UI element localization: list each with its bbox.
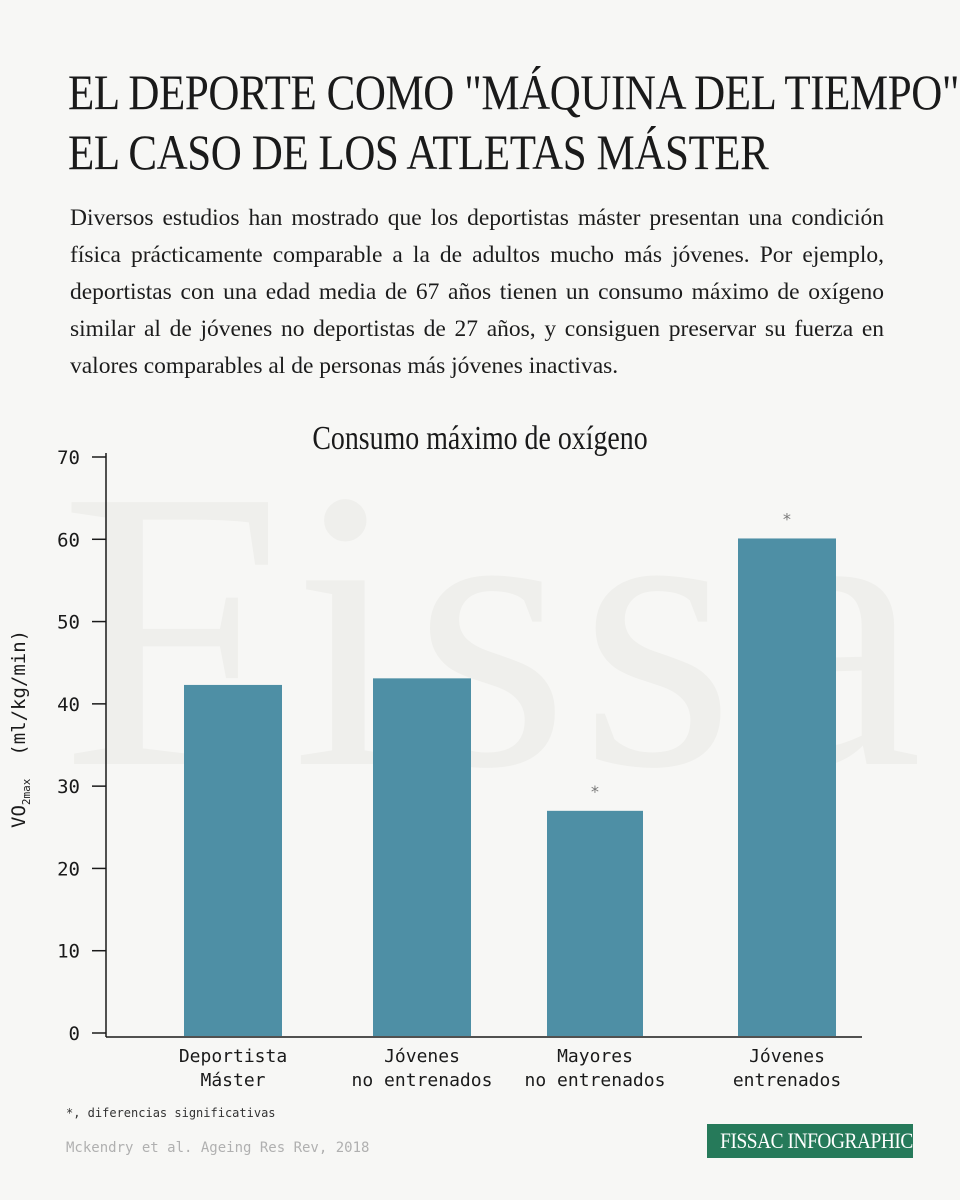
x-category-label: entrenados xyxy=(733,1070,841,1091)
y-tick-label: 30 xyxy=(57,776,80,798)
intro-paragraph: Diversos estudios han mostrado que los d… xyxy=(70,205,884,379)
brand-label: FISSAC INFOGRAPHIC xyxy=(720,1128,913,1153)
bar-chart: 0 10 20 30 40 50 60 70 Deportista Máster Jóvenes no… xyxy=(57,447,862,1091)
x-category-label: no entrenados xyxy=(525,1070,666,1091)
x-category-label: Jóvenes xyxy=(749,1046,825,1067)
bar xyxy=(184,684,282,1036)
y-tick-label: 20 xyxy=(57,858,80,880)
chart-title: Consumo máximo de oxígeno xyxy=(312,420,648,457)
page-title: EL DEPORTE COMO "MÁQUINA DEL TIEMPO": EL… xyxy=(68,62,960,182)
title-line-2: EL CASO DE LOS ATLETAS MÁSTER xyxy=(68,124,769,180)
y-tick-label: 60 xyxy=(57,529,80,551)
footnote: *, diferencias significativas xyxy=(66,1106,276,1120)
significance-marker: * xyxy=(590,782,600,801)
significance-marker: * xyxy=(782,509,792,528)
x-category-label: no entrenados xyxy=(352,1070,493,1091)
y-tick-label: 70 xyxy=(57,447,80,469)
title-line-1: EL DEPORTE COMO "MÁQUINA DEL TIEMPO": xyxy=(68,64,960,120)
bar xyxy=(547,810,643,1036)
x-category-label: Mayores xyxy=(557,1046,633,1067)
y-tick-label: 0 xyxy=(69,1023,80,1045)
source-citation: Mckendry et al. Ageing Res Rev, 2018 xyxy=(66,1140,370,1156)
x-category-label: Jóvenes xyxy=(384,1046,460,1067)
x-category-label: Máster xyxy=(200,1070,265,1091)
y-tick-label: 40 xyxy=(57,694,80,716)
bar xyxy=(738,538,836,1036)
x-category-label: Deportista xyxy=(179,1046,287,1067)
bar xyxy=(373,678,471,1036)
y-tick-label: 10 xyxy=(57,941,80,963)
brand-badge: FISSAC INFOGRAPHIC xyxy=(707,1124,913,1158)
y-tick-label: 50 xyxy=(57,612,80,634)
